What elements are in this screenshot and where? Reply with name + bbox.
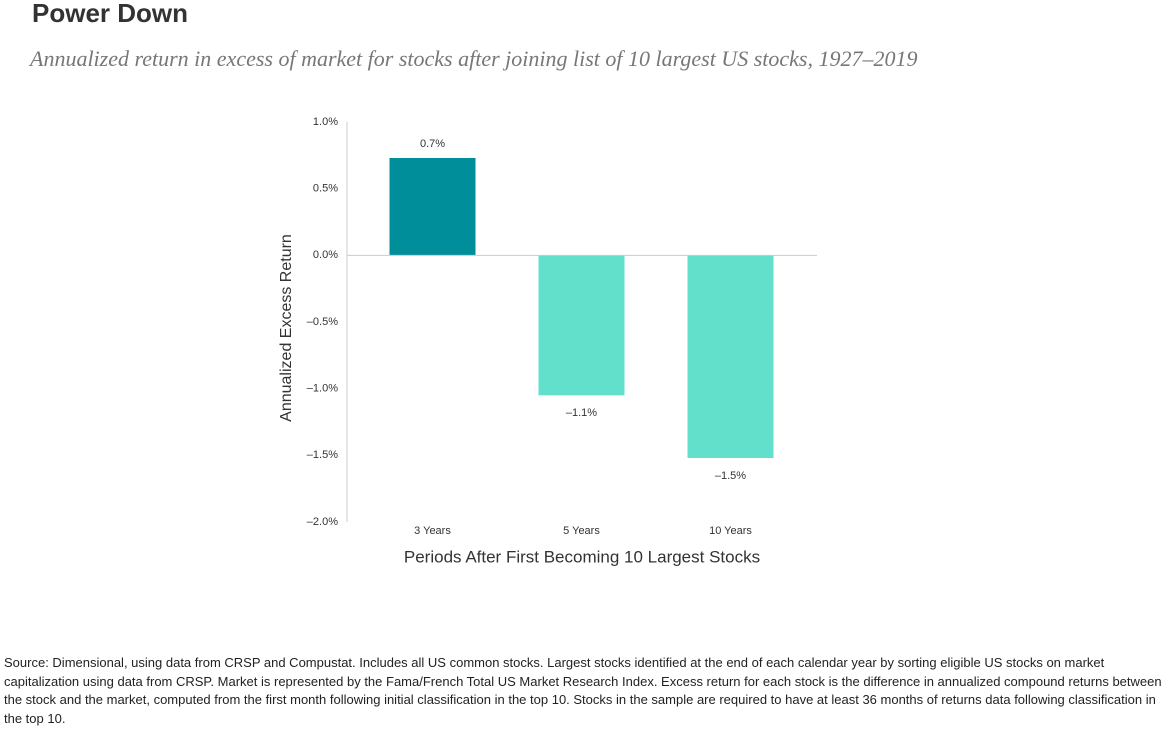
y-tick-label: –0.5% [307, 316, 338, 328]
y-tick-label: –2.0% [307, 516, 338, 528]
data-label: –1.1% [566, 407, 597, 419]
data-label: –1.5% [715, 470, 746, 482]
x-tick-label: 10 Years [709, 525, 752, 537]
x-tick-label: 5 Years [563, 525, 600, 537]
y-tick-label: 0.5% [313, 183, 338, 195]
data-label: 0.7% [420, 138, 445, 150]
y-tick-label: 0.0% [313, 249, 338, 261]
bar [389, 158, 476, 256]
y-axis-label: Annualized Excess Return [278, 234, 295, 422]
y-tick-label: –1.5% [307, 449, 338, 461]
bar [687, 255, 774, 458]
chart-title: Power Down [32, 0, 188, 28]
chart-subtitle: Annualized return in excess of market fo… [28, 46, 917, 71]
chart: Power Down Annualized return in excess o… [28, 0, 917, 566]
y-tick-label: –1.0% [307, 383, 338, 395]
y-tick-label: 1.0% [313, 116, 338, 128]
source-note: Source: Dimensional, using data from CRS… [4, 655, 1162, 726]
bar [538, 255, 625, 396]
x-axis-label: Periods After First Becoming 10 Largest … [404, 547, 760, 566]
x-tick-label: 3 Years [414, 525, 451, 537]
